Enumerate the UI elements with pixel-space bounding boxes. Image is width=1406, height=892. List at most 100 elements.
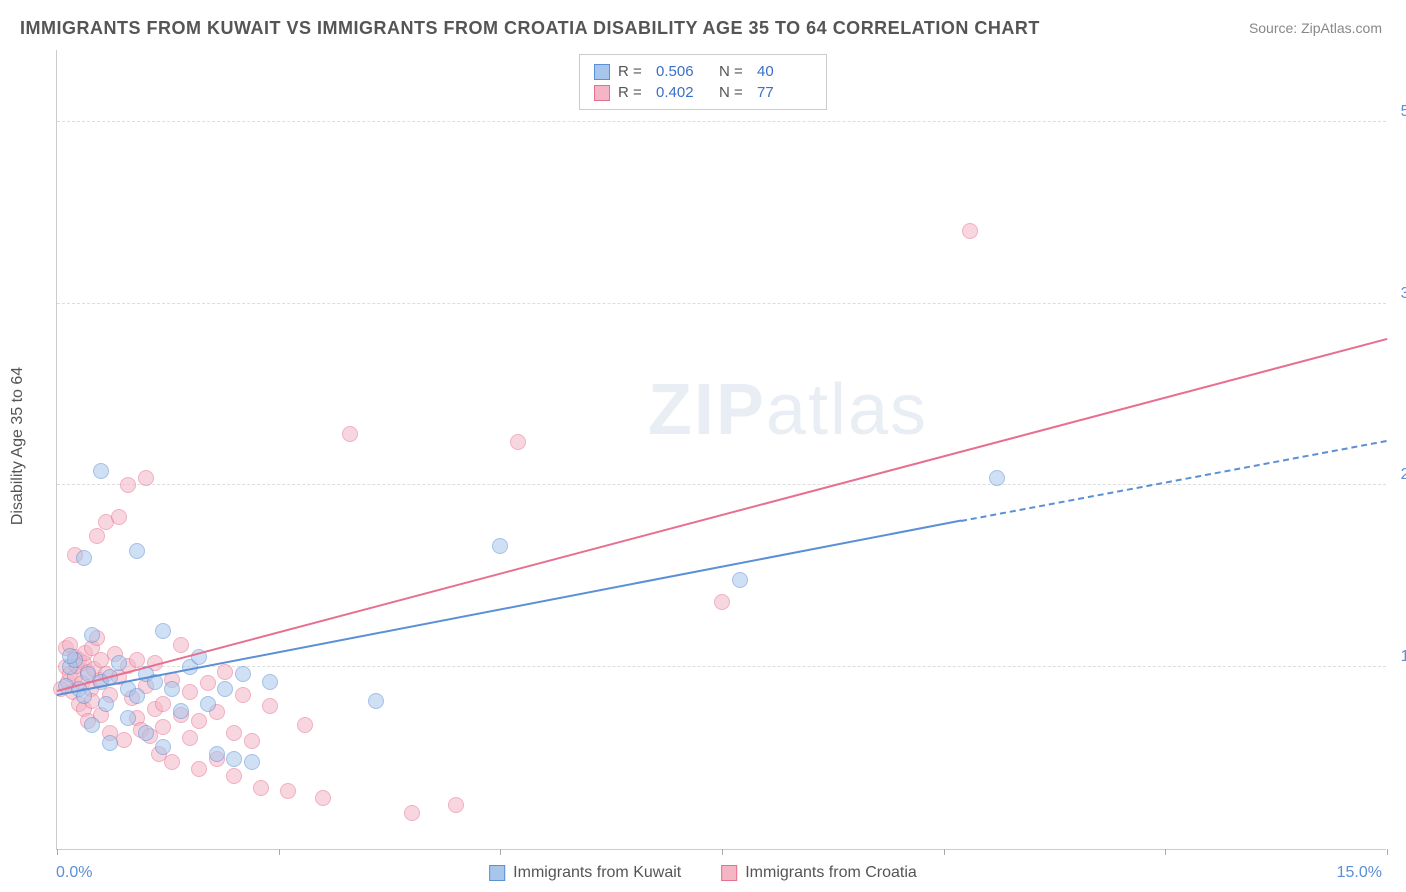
scatter-point [262,674,278,690]
scatter-point [62,648,78,664]
y-axis-label: Disability Age 35 to 64 [9,367,27,525]
scatter-point [297,717,313,733]
scatter-point [173,703,189,719]
gridline [57,666,1386,667]
x-tick [500,849,501,855]
scatter-point [155,696,171,712]
trend-line [961,440,1387,522]
scatter-point [217,681,233,697]
legend-label-croatia: Immigrants from Croatia [745,864,917,882]
scatter-point [102,735,118,751]
scatter-point [120,710,136,726]
scatter-point [164,681,180,697]
scatter-point [226,751,242,767]
swatch-kuwait [489,865,505,881]
legend-n-kuwait: 40 [757,63,812,80]
scatter-point [155,623,171,639]
scatter-point [93,463,109,479]
legend-item-croatia: Immigrants from Croatia [721,864,917,882]
scatter-point [200,675,216,691]
swatch-kuwait [594,64,610,80]
scatter-point [209,746,225,762]
scatter-point [111,655,127,671]
scatter-point [129,688,145,704]
source-attribution: Source: ZipAtlas.com [1249,20,1382,36]
swatch-croatia [721,865,737,881]
scatter-point [89,528,105,544]
gridline [57,303,1386,304]
legend-r-kuwait: 0.506 [656,63,711,80]
scatter-point [315,790,331,806]
scatter-point [235,666,251,682]
scatter-point [732,572,748,588]
scatter-point [138,725,154,741]
scatter-point [98,696,114,712]
legend-n-label: N = [719,84,749,101]
scatter-point [217,664,233,680]
scatter-point [280,783,296,799]
x-tick [722,849,723,855]
series-legend: Immigrants from Kuwait Immigrants from C… [489,864,917,882]
scatter-point [129,543,145,559]
scatter-point [173,637,189,653]
watermark-zip: ZIP [648,370,766,450]
gridline [57,121,1386,122]
trend-line [57,520,962,697]
scatter-point [404,805,420,821]
x-tick [279,849,280,855]
scatter-point [342,426,358,442]
correlation-legend: R = 0.506 N = 40 R = 0.402 N = 77 [579,54,827,110]
x-tick [944,849,945,855]
chart-title: IMMIGRANTS FROM KUWAIT VS IMMIGRANTS FRO… [20,18,1040,39]
trend-line [57,338,1388,692]
scatter-point [164,754,180,770]
legend-n-croatia: 77 [757,84,812,101]
legend-r-croatia: 0.402 [656,84,711,101]
scatter-point [84,627,100,643]
y-tick-label: 50.0% [1391,103,1406,121]
scatter-point [448,797,464,813]
legend-r-label: R = [618,63,648,80]
plot-area: ZIPatlas 12.5%25.0%37.5%50.0% [56,50,1386,850]
swatch-croatia [594,85,610,101]
scatter-point [120,477,136,493]
scatter-point [714,594,730,610]
scatter-point [368,693,384,709]
scatter-point [244,733,260,749]
y-tick-label: 37.5% [1391,285,1406,303]
x-tick [1165,849,1166,855]
scatter-point [76,550,92,566]
scatter-point [191,761,207,777]
scatter-point [262,698,278,714]
scatter-point [111,509,127,525]
scatter-point [962,223,978,239]
legend-label-kuwait: Immigrants from Kuwait [513,864,681,882]
x-tick [57,849,58,855]
scatter-point [155,739,171,755]
gridline [57,484,1386,485]
legend-row-croatia: R = 0.402 N = 77 [594,82,812,103]
x-axis-min-label: 0.0% [56,864,92,882]
scatter-point [155,719,171,735]
scatter-point [492,538,508,554]
y-tick-label: 12.5% [1391,648,1406,666]
scatter-point [510,434,526,450]
scatter-point [138,470,154,486]
scatter-point [244,754,260,770]
scatter-point [200,696,216,712]
legend-r-label: R = [618,84,648,101]
legend-item-kuwait: Immigrants from Kuwait [489,864,681,882]
watermark-atlas: atlas [766,370,928,450]
scatter-point [253,780,269,796]
scatter-point [235,687,251,703]
scatter-point [191,713,207,729]
y-tick-label: 25.0% [1391,466,1406,484]
scatter-point [182,730,198,746]
scatter-point [84,717,100,733]
watermark: ZIPatlas [648,369,928,451]
x-tick [1387,849,1388,855]
scatter-point [989,470,1005,486]
scatter-point [129,652,145,668]
legend-n-label: N = [719,63,749,80]
scatter-point [182,684,198,700]
